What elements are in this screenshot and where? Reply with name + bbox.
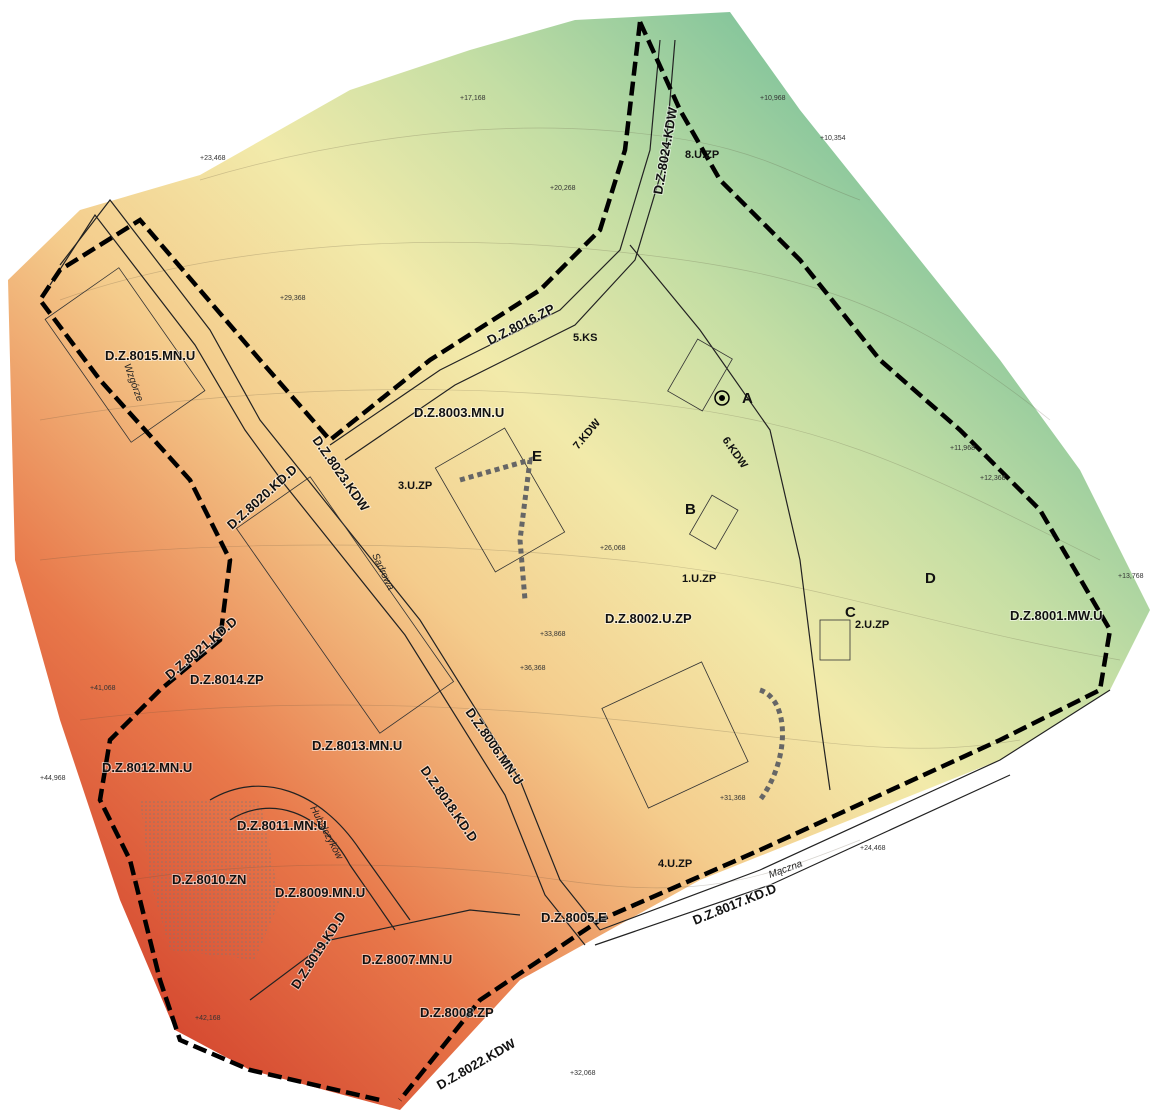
subzone-dotted [459,456,785,802]
parcels [44,267,851,809]
spot-height: +31,368 [720,795,746,802]
zone-label: 8.U.ZP [685,149,719,161]
zone-label: D.Z.8008.ZP [420,1005,494,1020]
zone-label: D.Z.8007.MN.U [362,952,452,967]
zone-label: D.Z.8009.MN.U [275,885,365,900]
zone-label: 1.U.ZP [682,573,716,585]
letters: A B C D E [532,390,936,621]
area-letter: E [532,448,542,465]
spot-height: +41,068 [90,685,116,692]
monument-symbol [714,390,730,406]
spot-height: +44,968 [40,775,66,782]
zone-label: D.Z.8012.MN.U [102,760,192,775]
area-letter: A [742,390,753,407]
monument-symbol [719,395,725,401]
zone-label: 4.U.ZP [658,858,692,870]
spot-height: +26,068 [600,545,626,552]
roads [49,39,1111,1001]
spot-height: +10,354 [820,135,846,142]
zone-label: D.Z.8003.MN.U [414,405,504,420]
spot-height: +36,368 [520,665,546,672]
zone-label: D.Z.8017.KD.D [691,881,779,928]
zone-label: D.Z.8014.ZP [190,672,264,687]
spot-height: +10,968 [760,95,786,102]
spot-height: +13,768 [1118,573,1144,580]
spot-height: +23,468 [200,155,226,162]
plan-boundary [37,21,1113,1103]
zone-label: D.Z.8011.MN.U [237,818,327,833]
spot-height: +17,168 [460,95,486,102]
zone-label: D.Z.8013.MN.U [312,738,402,753]
protected-area [140,800,280,960]
spot-height: +32,068 [570,1070,596,1077]
spot-height: +20,268 [550,185,576,192]
zone-label: D.Z.8010.ZN [172,872,246,887]
zone-label: 3.U.ZP [398,480,432,492]
spot-height: +11,968 [950,445,975,452]
terrain-surface [8,12,1150,1110]
zone-label: 5.KS [573,332,597,344]
spot-height: +42,168 [195,1015,221,1022]
spot-heights: +10,354 +10,968 +11,968 +12,368 +13,768 … [40,95,1144,1077]
area-letter: B [685,501,696,518]
zone-label: D.Z.8005.E [541,910,607,925]
spot-height: +24,468 [860,845,886,852]
zone-label: 2.U.ZP [855,619,889,631]
spot-height: +33,868 [540,631,566,638]
area-letter: C [845,604,856,621]
spot-height: +12,368 [980,475,1006,482]
spot-height: +29,368 [280,295,306,302]
zone-label: D.Z.8001.MW.U [1010,608,1102,623]
zone-label: D.Z.8015.MN.U [105,348,195,363]
area-letter: D [925,570,936,587]
zone-label: D.Z.8002.U.ZP [605,611,692,626]
